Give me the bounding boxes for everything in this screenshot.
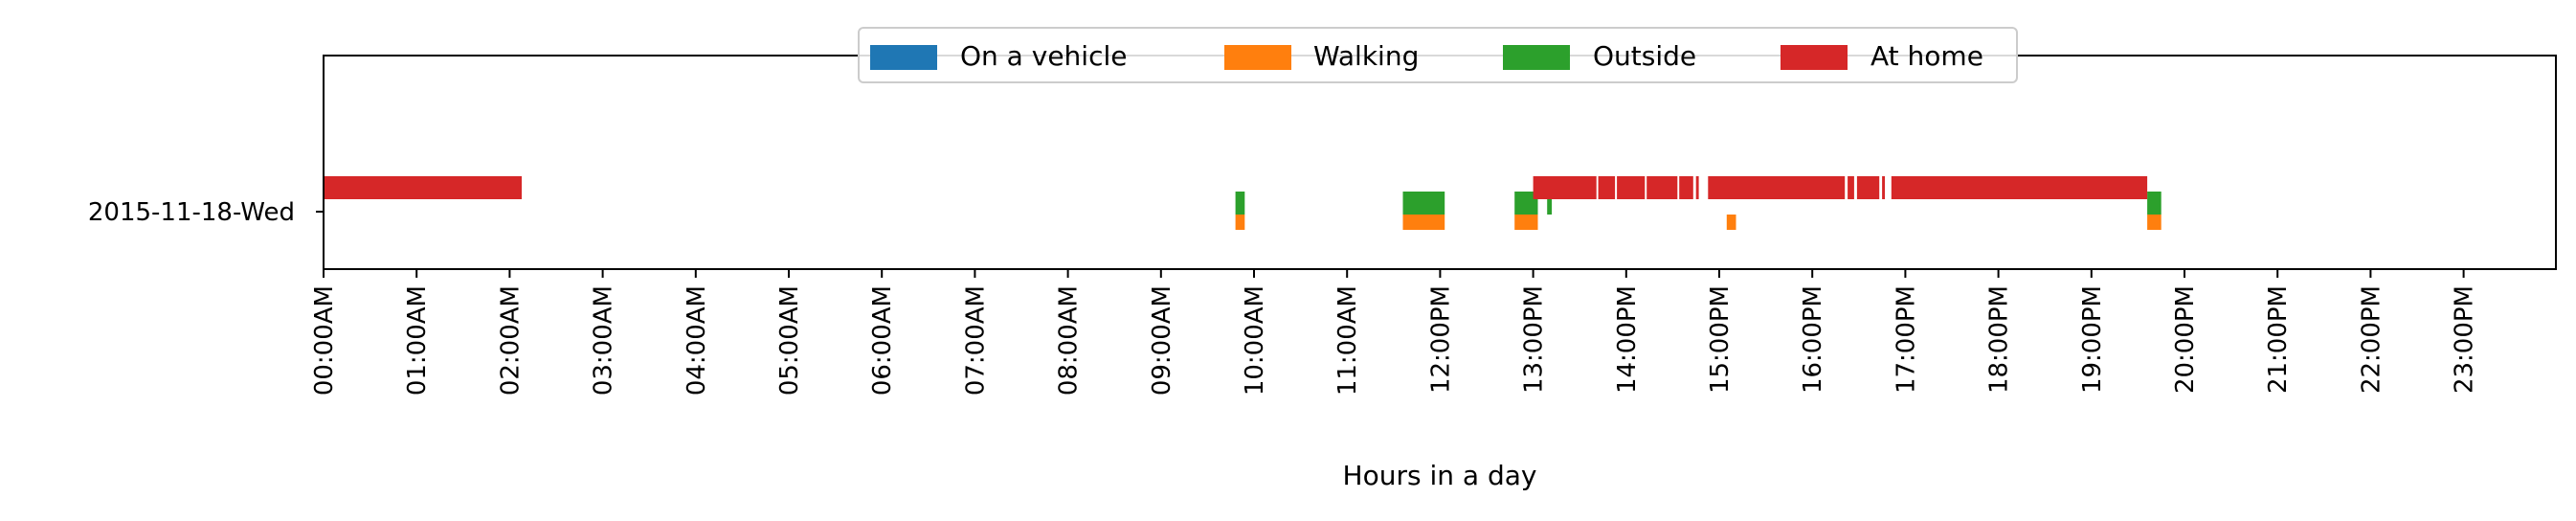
x-tick-label: 01:00AM [403, 285, 432, 396]
x-tick-label: 13:00PM [1520, 285, 1549, 394]
x-tick-label: 22:00PM [2357, 285, 2386, 394]
x-axis: 00:00AM 01:00AM 02:00AM 03:00AM 04:00AM 05:00… [310, 269, 2479, 396]
legend-swatch-vehicle [870, 45, 937, 70]
x-tick-label: 23:00PM [2451, 285, 2479, 394]
legend-label-outside: Outside [1593, 40, 1696, 72]
x-tick-label: 19:00PM [2078, 285, 2107, 394]
x-tick-label: 04:00AM [683, 285, 711, 396]
bar-at-home-4 [1646, 176, 1678, 199]
y-tick-label: 2015-11-18-Wed [88, 198, 295, 227]
legend-label-walking: Walking [1313, 40, 1419, 72]
x-axis-label: Hours in a day [1343, 460, 1537, 491]
x-tick-label: 10:00AM [1241, 285, 1269, 396]
x-tick-label: 20:00PM [2171, 285, 2200, 394]
bar-walking-4 [2147, 215, 2162, 230]
legend-swatch-outside [1503, 45, 1570, 70]
bar-at-home-9 [1856, 176, 1880, 199]
bar-at-home-5 [1679, 176, 1693, 199]
bar-outside-4 [2147, 192, 2162, 215]
bar-walking-1 [1402, 215, 1445, 230]
x-tick-label: 07:00AM [961, 285, 990, 396]
bar-at-home-1 [1533, 176, 1597, 199]
x-tick-label: 15:00PM [1706, 285, 1735, 394]
x-tick-label: 17:00PM [1892, 285, 1920, 394]
legend-swatch-home [1781, 45, 1848, 70]
x-tick-label: 12:00PM [1426, 285, 1455, 394]
x-tick-label: 05:00AM [775, 285, 804, 396]
x-tick-label: 16:00PM [1799, 285, 1827, 394]
bar-outside-3 [1547, 192, 1553, 215]
x-tick-label: 09:00AM [1148, 285, 1176, 396]
legend: On a vehicle Walking Outside At home [858, 27, 2018, 83]
bar-outside-1 [1402, 192, 1445, 215]
x-tick-label: 21:00PM [2264, 285, 2293, 394]
x-tick-label: 14:00PM [1613, 285, 1642, 394]
bar-walking-2 [1514, 215, 1538, 230]
bar-at-home-2 [1598, 176, 1616, 199]
x-tick-label: 00:00AM [310, 285, 339, 396]
bar-outside-0 [1235, 192, 1245, 215]
legend-label-vehicle: On a vehicle [960, 40, 1127, 72]
x-tick-label: 03:00AM [590, 285, 618, 396]
legend-frame [858, 27, 2018, 83]
bar-at-home-6 [1695, 176, 1699, 199]
bars-layer [324, 176, 2162, 230]
x-tick-label: 11:00AM [1333, 285, 1362, 396]
x-tick-label: 02:00AM [496, 285, 525, 396]
bar-at-home-8 [1848, 176, 1854, 199]
bar-walking-0 [1235, 215, 1245, 230]
y-axis: 2015-11-18-Wed [88, 198, 324, 227]
x-tick-label: 06:00AM [868, 285, 897, 396]
bar-at-home-10 [1882, 176, 1885, 199]
legend-swatch-walking [1224, 45, 1291, 70]
bar-walking-3 [1726, 215, 1736, 230]
bar-at-home-0 [324, 176, 522, 199]
bar-at-home-11 [1891, 176, 2148, 199]
bar-at-home-7 [1708, 176, 1846, 199]
bar-at-home-3 [1617, 176, 1646, 199]
x-tick-label: 08:00AM [1055, 285, 1084, 396]
legend-label-home: At home [1870, 40, 1983, 72]
x-tick-label: 18:00PM [1985, 285, 2014, 394]
